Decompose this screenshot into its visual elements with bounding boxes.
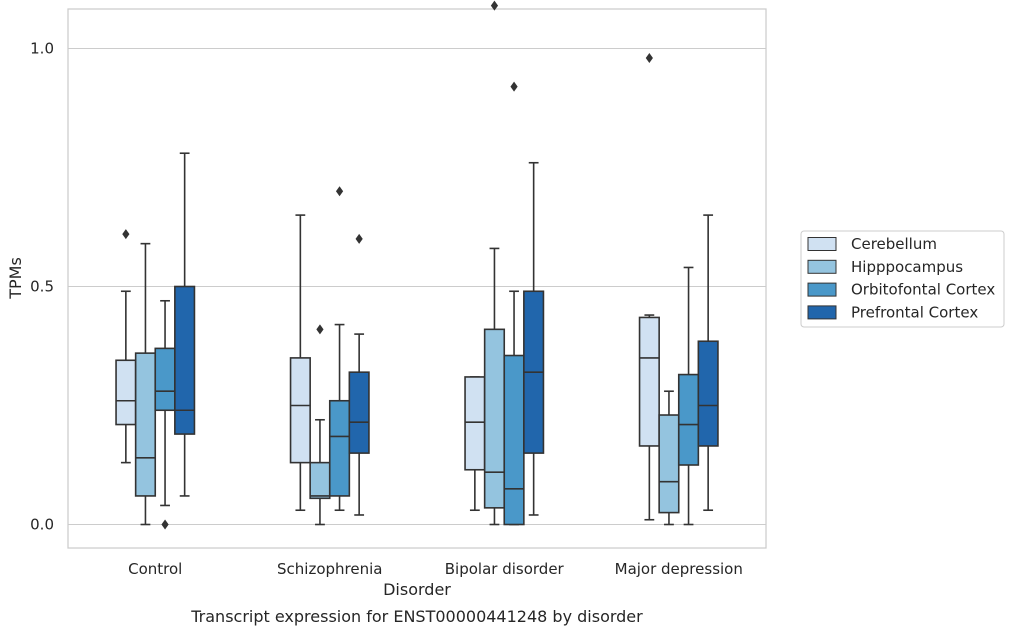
box <box>115 359 137 426</box>
box <box>503 354 525 526</box>
x-tick-label: Bipolar disorder <box>445 560 565 578</box>
box <box>483 328 506 509</box>
series-cerebellum <box>115 53 660 521</box>
x-tick-label: Schizophrenia <box>277 560 382 578</box>
legend-label: Cerebellum <box>851 235 937 253</box>
x-tick-labels: Control Schizophrenia Bipolar disorder Majo… <box>128 560 743 578</box>
box <box>328 399 351 497</box>
box <box>348 371 370 454</box>
box-series <box>115 0 719 530</box>
x-tick-label: Control <box>128 560 182 578</box>
chart-title: Transcript expression for ENST0000044124… <box>190 607 643 626</box>
outlier-point <box>490 0 499 11</box>
legend-label: Hipppocampus <box>851 258 963 276</box>
y-tick-label: 1.0 <box>30 40 54 58</box>
legend-label: Orbitofontal Cortex <box>851 281 995 299</box>
outlier-point <box>510 81 518 92</box>
series-hipppocampus <box>134 0 680 526</box>
legend-swatch <box>807 282 837 297</box>
box <box>154 347 176 412</box>
outlier-point <box>122 229 130 240</box>
y-tick-label: 0.0 <box>30 516 54 534</box>
y-tick-label: 0.5 <box>30 278 54 296</box>
box <box>289 357 311 464</box>
box <box>464 376 486 471</box>
outlier-point <box>161 519 169 530</box>
box <box>697 340 719 447</box>
x-tick-label: Major depression <box>615 560 743 578</box>
box <box>638 316 660 447</box>
box <box>677 373 700 466</box>
y-axis-label: TPMs <box>6 257 25 300</box>
legend-label: Prefrontal Cortex <box>851 303 978 321</box>
legend-swatch <box>807 305 837 320</box>
outlier-point <box>316 324 324 335</box>
box <box>134 352 157 497</box>
outlier-point <box>645 53 653 64</box>
outlier-point <box>355 233 363 244</box>
y-tick-labels: 0.00.51.01.52.0 <box>30 40 54 534</box>
legend: Cerebellum Hipppocampus Orbitofontal Corte… <box>800 230 1005 328</box>
box <box>658 414 680 514</box>
series-orbitofontal-cortex <box>154 81 700 530</box>
box <box>309 461 331 500</box>
box <box>174 285 196 435</box>
legend-frame <box>800 230 1005 328</box>
outlier-point <box>335 186 344 197</box>
legend-swatch <box>807 259 837 274</box>
x-axis-label: Disorder <box>383 580 451 599</box>
legend-swatch <box>807 237 837 251</box>
series-prefrontal-cortex <box>174 152 719 516</box>
plot-frame <box>67 8 767 549</box>
